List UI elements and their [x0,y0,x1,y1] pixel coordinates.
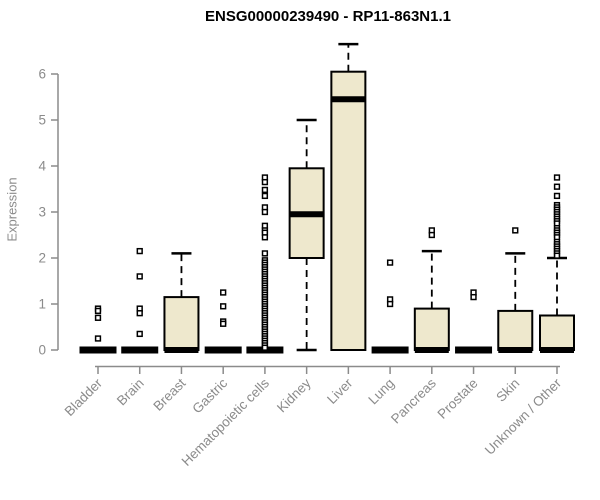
outlier-point [220,320,227,327]
outlier-point [512,227,519,234]
outlier-point [136,247,143,255]
outlier-point [261,234,269,241]
outlier-point [553,192,561,200]
outlier-point [261,208,269,216]
outlier-point [428,231,435,239]
outlier-point [136,310,143,317]
outlier-point [136,330,143,338]
y-tick-label: 2 [38,251,46,266]
y-tick-label: 0 [38,343,46,358]
box [539,314,575,351]
outlier-point [261,186,269,194]
outlier-point [261,178,269,186]
outlier-point [386,300,394,308]
x-tick-label: Bladder [62,375,106,419]
x-tick-label: Liver [324,375,356,407]
x-tick-label: Lung [365,376,397,408]
outlier-point [261,344,269,351]
x-tick-label: Skin [493,376,522,405]
x-tick-label: Kidney [274,375,314,415]
x-tick-label: Pancreas [388,375,439,426]
outlier-point [94,335,102,342]
outlier-point [220,303,227,310]
y-tick-label: 6 [38,67,46,82]
box [330,70,367,351]
y-tick-label: 1 [38,297,46,312]
outlier-point [220,289,227,296]
outlier-point [94,314,102,321]
x-tick-label: Breast [150,375,188,413]
outlier-point [386,259,394,266]
chart-title: ENSG00000239490 - RP11-863N1.1 [204,8,451,25]
y-tick-label: 4 [38,159,46,174]
outlier-point [470,293,477,301]
outlier-point [136,273,143,280]
outlier-point [261,192,269,200]
outlier-point [553,252,561,259]
outlier-point [553,174,561,181]
y-tick-label: 5 [38,113,46,128]
outlier-point [94,307,102,315]
x-tick-label: Prostate [435,376,481,422]
outlier-point [261,250,269,257]
box [413,307,450,352]
y-tick-label: 3 [38,205,46,220]
box [497,309,534,351]
box [163,296,200,352]
x-tick-label: Unknown / Other [482,375,565,458]
x-tick-label: Gastric [189,375,230,416]
x-tick-label: Brain [114,376,147,409]
outlier-point [553,183,561,190]
